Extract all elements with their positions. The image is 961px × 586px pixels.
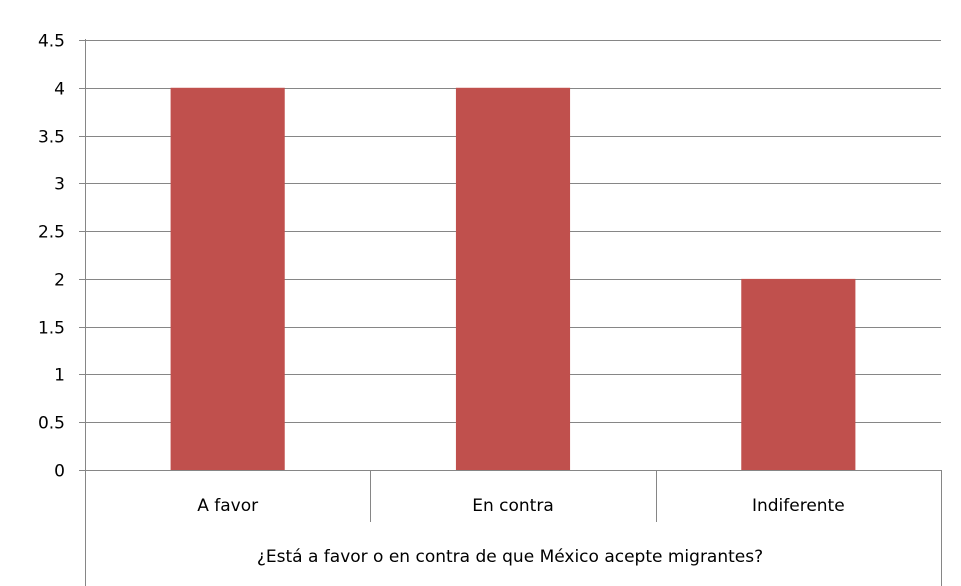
y-tick-label: 1 [54, 366, 65, 386]
y-tick-label: 2.5 [38, 223, 65, 243]
x-category-label: En contra [472, 496, 554, 516]
y-tick-label: 3.5 [38, 128, 65, 148]
x-axis-title: ¿Está a favor o en contra de que México … [257, 547, 763, 567]
y-tick-label: 0.5 [38, 414, 65, 434]
y-tick-label: 0 [54, 462, 65, 482]
bar-indiferente [741, 278, 856, 470]
y-axis-ticks: 0 0.5 1 1.5 2 2.5 3 3.5 4 4.5 [38, 32, 85, 482]
x-category-label: A favor [197, 496, 258, 516]
y-tick-label: 4 [54, 80, 65, 100]
y-tick-label: 1.5 [38, 319, 65, 339]
x-category-label: Indiferente [752, 496, 845, 516]
bars [170, 87, 856, 471]
bar-a-favor [170, 87, 285, 471]
y-tick-label: 4.5 [38, 32, 65, 52]
x-axis-categories: A favor En contra Indiferente [197, 496, 844, 516]
y-tick-label: 3 [54, 175, 65, 195]
axes [85, 39, 942, 586]
y-tick-label: 2 [54, 271, 65, 291]
bar-en-contra [455, 87, 571, 471]
